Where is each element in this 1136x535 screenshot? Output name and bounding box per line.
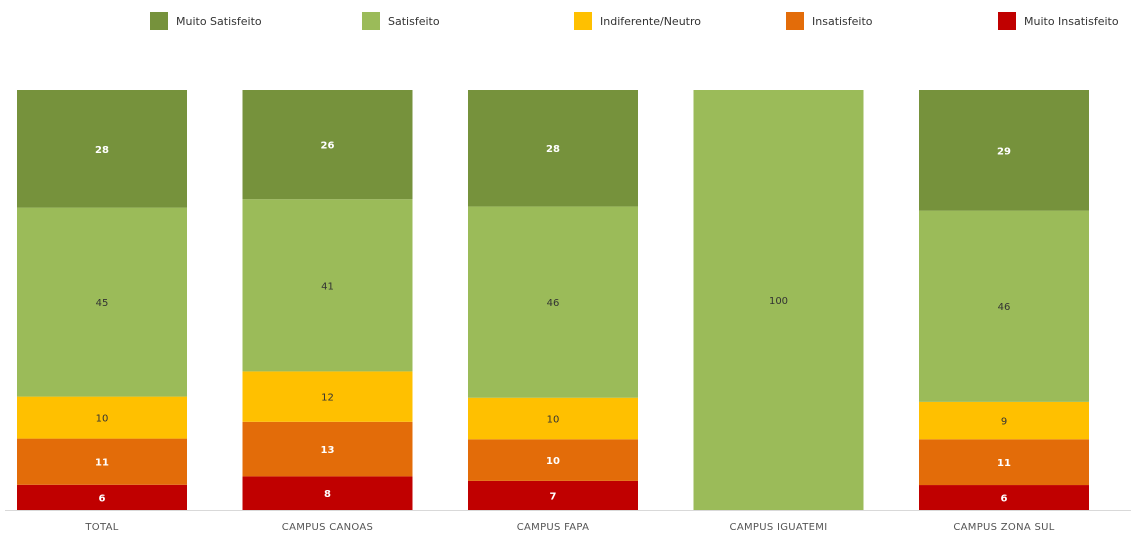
legend-item-insatisfeito: Insatisfeito bbox=[786, 12, 873, 30]
legend-label: Satisfeito bbox=[388, 15, 440, 28]
bar-group-total: 6 11 10 45 28 bbox=[17, 90, 187, 510]
data-label: 7 bbox=[550, 491, 557, 502]
x-tick-label: CAMPUS CANOAS bbox=[282, 522, 373, 533]
bar-segment-insatisfeito bbox=[17, 438, 187, 485]
legend-label: Insatisfeito bbox=[812, 15, 873, 28]
data-label: 10 bbox=[546, 456, 560, 467]
bar-segment-indiferente-neutro bbox=[242, 371, 413, 422]
bar-group-campus-fapa: 7 10 10 46 28 bbox=[468, 90, 638, 510]
x-tick-label: CAMPUS IGUATEMI bbox=[730, 522, 828, 533]
bar-segment-satisfeito bbox=[242, 199, 413, 372]
data-label: 10 bbox=[547, 415, 560, 426]
bar-segment-muito-insatisfeito bbox=[17, 484, 187, 510]
bar-segment-muito-insatisfeito bbox=[468, 480, 638, 510]
data-label: 12 bbox=[321, 393, 334, 404]
bar-segment-satisfeito bbox=[17, 207, 187, 397]
bar-group-campus-zona-sul: 6 11 9 46 29 bbox=[919, 90, 1089, 510]
data-label: 28 bbox=[546, 144, 560, 155]
bar-segment-muito-insatisfeito bbox=[919, 485, 1089, 510]
x-tick-label: TOTAL bbox=[84, 522, 118, 533]
bar-group-campus-canoas: 8 13 12 41 26 bbox=[242, 90, 413, 510]
bar-segment-indiferente-neutro bbox=[468, 397, 638, 440]
data-label: 41 bbox=[321, 281, 334, 292]
bar-segment-satisfeito bbox=[468, 206, 638, 398]
bar-segment-insatisfeito bbox=[468, 439, 638, 481]
data-label: 29 bbox=[997, 146, 1011, 157]
bar-segment-satisfeito bbox=[919, 210, 1089, 402]
data-label: 9 bbox=[1001, 417, 1007, 428]
data-label: 13 bbox=[321, 445, 335, 456]
legend-label: Muito Satisfeito bbox=[176, 15, 262, 28]
x-axis-labels: TOTAL CAMPUS CANOAS CAMPUS FAPA CAMPUS IGUA… bbox=[84, 522, 1054, 533]
bar-segment-satisfeito bbox=[693, 90, 864, 510]
bar-segment-insatisfeito bbox=[242, 421, 413, 477]
legend: Muito Satisfeito Satisfeito Indiferente/Ne… bbox=[150, 12, 1119, 30]
legend-item-muito-satisfeito: Muito Satisfeito bbox=[150, 12, 262, 30]
data-label: 11 bbox=[997, 458, 1011, 469]
data-label: 100 bbox=[769, 296, 788, 307]
legend-label: Muito Insatisfeito bbox=[1024, 15, 1119, 28]
legend-item-satisfeito: Satisfeito bbox=[362, 12, 440, 30]
x-tick-label: CAMPUS ZONA SUL bbox=[953, 522, 1054, 533]
bar-segment-indiferente-neutro bbox=[17, 396, 187, 439]
legend-item-muito-insatisfeito: Muito Insatisfeito bbox=[998, 12, 1119, 30]
data-label: 46 bbox=[998, 302, 1011, 313]
data-label: 11 bbox=[95, 458, 109, 469]
legend-swatch bbox=[998, 12, 1016, 30]
data-label: 26 bbox=[321, 141, 335, 152]
legend-swatch bbox=[574, 12, 592, 30]
data-label: 6 bbox=[1001, 494, 1008, 505]
data-label: 28 bbox=[95, 145, 109, 156]
legend-swatch bbox=[362, 12, 380, 30]
data-label: 8 bbox=[324, 489, 331, 500]
data-label: 45 bbox=[96, 298, 109, 309]
bar-segment-muito-insatisfeito bbox=[242, 476, 413, 510]
legend-swatch bbox=[786, 12, 804, 30]
bar-segment-muito-satisfeito bbox=[919, 90, 1089, 211]
bar-segment-muito-satisfeito bbox=[17, 90, 187, 208]
legend-label: Indiferente/Neutro bbox=[600, 15, 701, 28]
data-label: 6 bbox=[99, 493, 106, 504]
bar-segment-indiferente-neutro bbox=[919, 401, 1089, 440]
bar-segment-muito-satisfeito bbox=[468, 90, 638, 207]
legend-item-indiferente-neutro: Indiferente/Neutro bbox=[574, 12, 701, 30]
bar-segment-insatisfeito bbox=[919, 439, 1089, 486]
data-label: 46 bbox=[547, 298, 560, 309]
legend-swatch bbox=[150, 12, 168, 30]
bar-segment-muito-satisfeito bbox=[242, 90, 413, 200]
plot-area: 6 11 10 45 28 8 13 12 41 26 7 10 10 46 28 100 6 11 9 46 29 bbox=[17, 90, 1089, 510]
data-label: 10 bbox=[96, 414, 109, 425]
bar-group-campus-iguatemi: 100 bbox=[693, 90, 864, 510]
x-tick-label: CAMPUS FAPA bbox=[517, 522, 590, 533]
